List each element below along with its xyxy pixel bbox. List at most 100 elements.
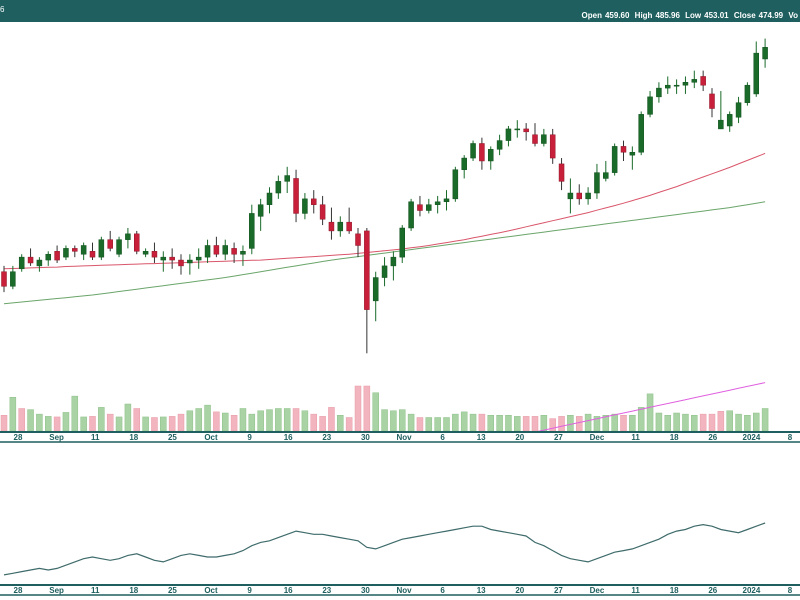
candlestick[interactable] xyxy=(346,207,352,234)
candlestick[interactable] xyxy=(532,123,538,147)
candlestick[interactable] xyxy=(337,216,344,237)
candlestick[interactable] xyxy=(700,70,706,92)
candlestick[interactable] xyxy=(381,257,388,287)
candlestick[interactable] xyxy=(638,111,644,156)
candlestick[interactable] xyxy=(54,245,60,263)
candlestick[interactable] xyxy=(461,155,467,179)
candlestick[interactable] xyxy=(576,184,582,205)
candlestick[interactable] xyxy=(116,236,122,258)
candlestick[interactable] xyxy=(434,195,441,214)
candlestick[interactable] xyxy=(151,242,158,263)
candlestick[interactable] xyxy=(213,236,220,258)
candlestick[interactable] xyxy=(470,140,476,161)
candlestick[interactable] xyxy=(319,195,326,226)
candlestick[interactable] xyxy=(293,169,299,223)
candlestick[interactable] xyxy=(735,96,742,124)
candlestick[interactable] xyxy=(390,251,397,281)
candlestick[interactable] xyxy=(231,242,237,263)
candlestick[interactable] xyxy=(222,239,228,261)
candlestick[interactable] xyxy=(107,230,113,252)
candlestick[interactable] xyxy=(178,254,184,275)
volume-bar xyxy=(744,415,751,432)
candlestick[interactable] xyxy=(355,228,361,258)
candlestick[interactable] xyxy=(691,70,698,89)
candlestick[interactable] xyxy=(27,248,34,266)
candlestick[interactable] xyxy=(240,245,246,266)
candlestick[interactable] xyxy=(18,254,25,272)
candlestick[interactable] xyxy=(709,88,715,118)
candlestick[interactable] xyxy=(169,248,175,269)
candlestick[interactable] xyxy=(302,193,308,220)
candlestick[interactable] xyxy=(762,38,768,68)
candlestick[interactable] xyxy=(629,146,636,170)
volume-bar xyxy=(399,409,406,432)
candlestick[interactable] xyxy=(364,228,370,354)
candlestick[interactable] xyxy=(479,137,485,170)
x-tick-label: 11 xyxy=(91,586,100,595)
candle-body xyxy=(496,140,503,150)
candlestick[interactable] xyxy=(452,166,459,202)
candlestick[interactable] xyxy=(142,248,149,258)
candlestick[interactable] xyxy=(195,248,202,269)
candlestick[interactable] xyxy=(682,76,689,94)
candlestick[interactable] xyxy=(36,257,43,272)
candlestick[interactable] xyxy=(125,228,131,249)
candlestick[interactable] xyxy=(753,41,759,97)
candlestick[interactable] xyxy=(408,198,414,231)
candlestick[interactable] xyxy=(665,76,671,94)
candlestick[interactable] xyxy=(399,225,405,263)
candlestick[interactable] xyxy=(718,91,724,130)
candlestick[interactable] xyxy=(249,204,255,255)
candlestick[interactable] xyxy=(417,195,423,217)
candlestick[interactable] xyxy=(160,251,167,272)
candlestick[interactable] xyxy=(488,146,494,170)
candlestick[interactable] xyxy=(372,271,379,322)
candlestick[interactable] xyxy=(63,245,69,261)
candlestick[interactable] xyxy=(426,198,432,214)
candlestick[interactable] xyxy=(523,123,529,141)
candlestick[interactable] xyxy=(514,120,521,138)
candle-body xyxy=(160,256,167,261)
candlestick[interactable] xyxy=(72,245,78,258)
candlestick[interactable] xyxy=(443,190,450,211)
candlestick[interactable] xyxy=(80,242,87,261)
candlestick[interactable] xyxy=(603,160,609,182)
candle-body xyxy=(178,259,184,267)
candlestick[interactable] xyxy=(647,91,653,118)
candlestick[interactable] xyxy=(505,126,512,147)
candlestick[interactable] xyxy=(656,82,662,103)
indicator-chart-area[interactable] xyxy=(3,522,766,576)
candlestick[interactable] xyxy=(1,265,7,293)
candlestick[interactable] xyxy=(284,166,290,194)
candlestick[interactable] xyxy=(594,163,600,199)
candlestick[interactable] xyxy=(328,207,335,240)
candlestick[interactable] xyxy=(257,198,264,231)
candlestick[interactable] xyxy=(266,187,273,214)
candlestick[interactable] xyxy=(204,239,211,263)
candlestick[interactable] xyxy=(549,128,556,164)
relative-strength-line xyxy=(534,382,766,433)
candlestick[interactable] xyxy=(187,254,193,275)
candlestick[interactable] xyxy=(611,143,618,176)
candlestick[interactable] xyxy=(10,265,16,290)
candlestick[interactable] xyxy=(673,79,680,94)
candlestick[interactable] xyxy=(726,111,733,132)
price-chart-area[interactable] xyxy=(0,38,769,433)
candlestick[interactable] xyxy=(89,242,96,261)
candlestick[interactable] xyxy=(311,190,317,214)
candlestick[interactable] xyxy=(45,251,51,266)
candlestick[interactable] xyxy=(496,134,503,156)
candle-body xyxy=(355,233,361,246)
candlestick[interactable] xyxy=(585,187,591,205)
candlestick[interactable] xyxy=(620,140,627,161)
candlestick[interactable] xyxy=(98,236,105,261)
candlestick[interactable] xyxy=(134,230,140,255)
candle-body xyxy=(576,192,582,200)
candlestick[interactable] xyxy=(744,82,751,106)
candlestick[interactable] xyxy=(558,158,565,191)
volume-bar xyxy=(160,416,167,432)
candlestick[interactable] xyxy=(541,128,547,147)
candlestick[interactable] xyxy=(567,178,574,214)
candlestick[interactable] xyxy=(275,175,282,199)
